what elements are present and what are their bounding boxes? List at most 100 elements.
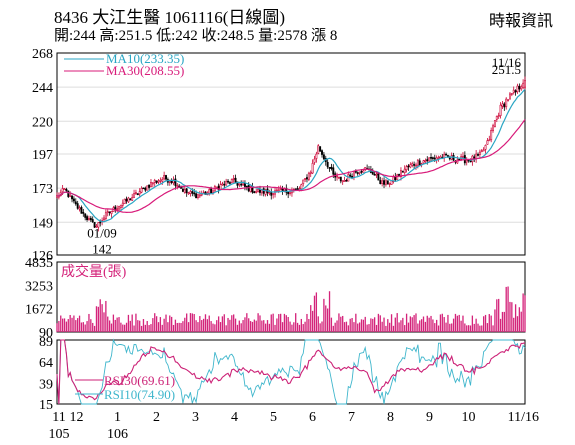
candle-body	[155, 180, 158, 183]
volume-bar	[479, 325, 481, 332]
rsi30-line	[56, 339, 526, 405]
candle-body	[87, 218, 90, 220]
candle-body	[354, 171, 357, 173]
candle-body	[336, 175, 339, 178]
volume-bar	[353, 322, 355, 332]
volume-bar	[328, 291, 331, 332]
volume-bar	[248, 318, 250, 332]
volume-bar	[255, 320, 257, 332]
volume-bar	[63, 318, 66, 332]
volume-bar	[422, 316, 425, 332]
volume-bar	[338, 313, 340, 332]
volume-bar	[389, 322, 391, 332]
volume-bar	[302, 324, 304, 332]
candle-body	[63, 188, 66, 191]
volume-bar	[358, 322, 361, 332]
volume-bar	[291, 324, 293, 332]
volume-bar	[464, 323, 466, 332]
candle-body	[341, 180, 344, 183]
candle-body	[119, 204, 122, 208]
volume-bar	[274, 324, 276, 332]
volume-bar	[511, 302, 513, 332]
volume-bar	[191, 313, 193, 332]
volume-bar	[189, 313, 192, 332]
volume-bar	[283, 313, 286, 332]
volume-bar	[201, 320, 203, 332]
volume-bar	[426, 315, 428, 332]
candle-body	[373, 174, 376, 176]
volume-bar	[522, 293, 524, 332]
candle-body	[84, 213, 87, 218]
volume-bar	[447, 314, 449, 332]
volume-bar	[499, 318, 502, 332]
volume-bar	[434, 323, 436, 332]
volume-bar	[195, 320, 197, 332]
candle-body	[503, 103, 506, 108]
x-tick-label: 6	[309, 410, 316, 425]
volume-tick-label: 4835	[25, 256, 53, 271]
volume-bar	[217, 316, 220, 332]
volume-bar	[184, 317, 186, 332]
volume-bar	[366, 324, 368, 332]
candle-body	[223, 183, 226, 186]
volume-bar	[516, 316, 519, 332]
candle-body	[339, 176, 342, 182]
candle-body	[168, 181, 171, 183]
volume-bar	[524, 295, 526, 332]
candle-body	[242, 183, 245, 186]
x-tick-label: 3	[192, 410, 199, 425]
volume-bar	[456, 315, 458, 332]
volume-bar	[82, 322, 84, 332]
candle-body	[478, 151, 481, 155]
candle-body	[486, 140, 489, 145]
volume-bar	[110, 323, 113, 332]
volume-bar	[214, 324, 216, 332]
volume-bar	[197, 322, 199, 332]
volume-bar	[409, 316, 412, 332]
candle-body	[512, 89, 515, 93]
volume-bar	[385, 325, 387, 332]
volume-bar	[379, 315, 381, 332]
candle-body	[495, 116, 498, 120]
price-tick-label: 268	[32, 47, 53, 62]
volume-bar	[407, 322, 410, 332]
volume-bar	[174, 319, 177, 332]
volume-bar	[163, 318, 165, 332]
rsi-tick-label: 15	[39, 398, 53, 413]
volume-bar	[75, 320, 77, 332]
candle-body	[257, 189, 260, 192]
candle-body	[322, 154, 325, 160]
candle-body	[328, 167, 331, 169]
candle-body	[430, 157, 432, 159]
volume-bar	[432, 319, 434, 332]
candle-body	[501, 103, 504, 107]
volume-bar	[95, 306, 98, 332]
candle-body	[428, 157, 431, 162]
volume-panel-frame	[56, 261, 526, 333]
volume-bar	[233, 314, 235, 332]
candle-body	[433, 157, 436, 160]
candle-body	[416, 159, 419, 166]
volume-bar	[439, 314, 442, 332]
candle-body	[76, 203, 79, 209]
candle-body	[439, 156, 442, 159]
volume-bar	[381, 321, 383, 332]
candle-body	[522, 82, 525, 89]
candle-body	[306, 177, 308, 180]
volume-bar	[503, 311, 505, 332]
candle-body	[343, 180, 346, 182]
candle-body	[499, 104, 502, 116]
volume-bar	[390, 314, 393, 332]
volume-bar	[505, 286, 507, 332]
x-tick-sublabel: 106	[107, 427, 128, 442]
candle-body	[187, 192, 190, 195]
candle-body	[332, 167, 335, 175]
candle-body	[228, 182, 231, 184]
volume-bar	[227, 317, 229, 332]
volume-bar	[240, 323, 242, 332]
volume-bar	[488, 314, 490, 332]
volume-bar	[404, 325, 406, 332]
ma30-legend-label: MA30(208.55)	[106, 63, 184, 78]
volume-bar	[80, 322, 83, 332]
volume-bar	[280, 313, 282, 332]
